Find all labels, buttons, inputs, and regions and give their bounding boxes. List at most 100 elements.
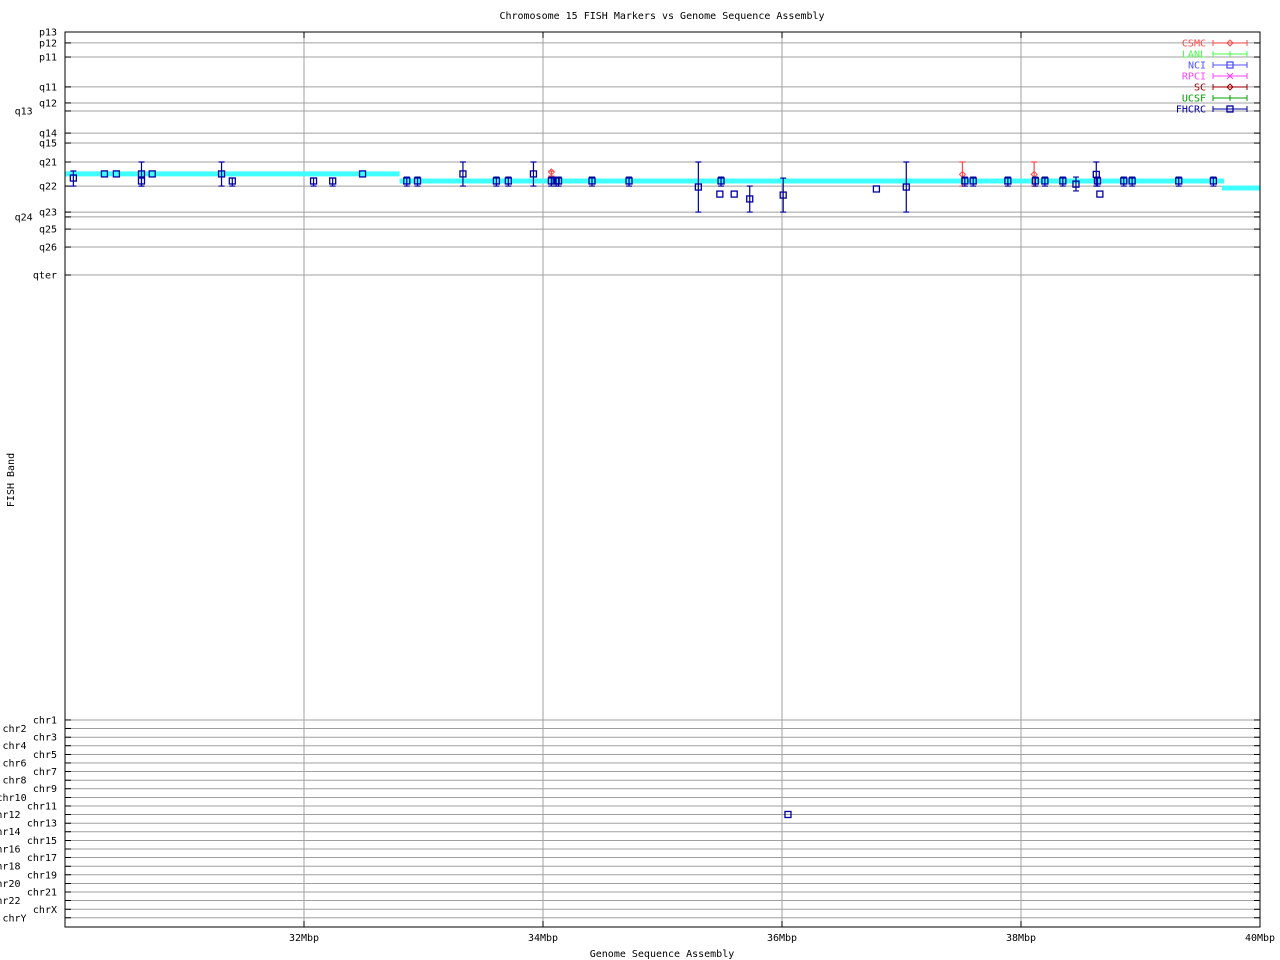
point-fhcrc xyxy=(148,170,156,178)
point-fhcrc xyxy=(413,177,422,185)
point-fhcrc xyxy=(717,177,725,185)
error-bar xyxy=(70,170,77,187)
point-fhcrc xyxy=(217,170,226,178)
point-fhcrc xyxy=(228,177,236,185)
legend-label: NCI xyxy=(1188,61,1206,72)
error-bar xyxy=(695,161,702,213)
y-tick-label: chr9 xyxy=(33,784,57,795)
error-bar xyxy=(903,161,910,213)
x-tick-label: 34Mbp xyxy=(528,933,558,944)
point-fhcrc xyxy=(1059,177,1067,185)
point-fhcrc xyxy=(1209,177,1218,185)
legend-marker xyxy=(1226,83,1234,91)
y-tick-label: chr11 xyxy=(27,801,57,812)
point-fhcrc xyxy=(329,177,337,185)
y-tick-label: q15 xyxy=(39,139,57,150)
point-fhcrc xyxy=(784,810,792,819)
point-fhcrc xyxy=(137,177,146,185)
y-tick-label: q14 xyxy=(39,129,57,140)
point-fhcrc xyxy=(554,177,563,185)
point-fhcrc xyxy=(492,177,501,185)
y-tick-label: q21 xyxy=(39,158,57,169)
y-tick-label: chr1 xyxy=(33,715,57,726)
point-fhcrc xyxy=(547,177,556,185)
plot-border xyxy=(64,31,1261,928)
y-tick-label: chr22 xyxy=(0,896,21,907)
legend-label: FHCRC xyxy=(1176,105,1206,116)
chart-title: Chromosome 15 FISH Markers vs Genome Seq… xyxy=(499,11,824,22)
y-tick-label: chr8 xyxy=(3,776,27,787)
point-fhcrc xyxy=(1175,177,1183,185)
point-fhcrc xyxy=(716,190,724,198)
error-bar xyxy=(218,161,225,187)
y-tick-label: chr19 xyxy=(27,870,57,881)
point-fhcrc xyxy=(459,170,467,178)
point-fhcrc xyxy=(779,191,787,199)
legend-label: LANL xyxy=(1182,50,1206,61)
point-fhcrc xyxy=(1004,177,1012,185)
error-bar xyxy=(746,185,753,213)
point-fhcrc xyxy=(69,174,78,182)
y-tick-label: p12 xyxy=(39,38,57,49)
point-fhcrc xyxy=(1041,177,1049,185)
y-tick-label: chrX xyxy=(33,905,57,916)
y-tick-label: q11 xyxy=(39,82,57,93)
y-tick-label: chr7 xyxy=(33,767,57,778)
legend-label: RPCI xyxy=(1182,72,1206,83)
point-fhcrc xyxy=(529,170,538,178)
y-tick-label: chr16 xyxy=(0,844,21,855)
y-tick-label: chr3 xyxy=(33,733,57,744)
y-tick-label: chr13 xyxy=(27,819,57,830)
legend-label: CSMC xyxy=(1182,39,1206,50)
y-axis-label: FISH Band xyxy=(6,453,17,507)
y-tick-label: q12 xyxy=(39,98,57,109)
point-fhcrc xyxy=(403,177,411,185)
x-axis-label: Genome Sequence Assembly xyxy=(590,949,735,960)
legend-line xyxy=(1212,84,1248,90)
y-tick-label: chr2 xyxy=(3,724,27,735)
y-tick-label: chrY xyxy=(3,913,27,924)
legend-label: UCSF xyxy=(1182,94,1206,105)
y-tick-label: q24 xyxy=(15,212,33,223)
assembly-band xyxy=(65,171,1260,191)
point-fhcrc xyxy=(1096,190,1104,198)
data-points xyxy=(69,161,1218,819)
point-fhcrc xyxy=(1093,177,1102,185)
y-tick-label: chr18 xyxy=(0,862,21,873)
y-tick-label: qter xyxy=(33,271,57,282)
legend-line xyxy=(1212,106,1248,112)
point-fhcrc xyxy=(746,195,754,203)
y-tick-label: chr15 xyxy=(27,836,57,847)
point-fhcrc xyxy=(969,177,977,185)
error-bar xyxy=(329,177,336,187)
error-bar xyxy=(138,177,145,187)
legend-line xyxy=(1212,40,1248,46)
point-csmc xyxy=(547,168,556,176)
point-fhcrc xyxy=(100,170,109,178)
y-tick-label: q25 xyxy=(39,225,57,236)
y-tick-label: chr21 xyxy=(27,888,57,899)
point-fhcrc xyxy=(1031,177,1039,185)
point-fhcrc xyxy=(730,190,738,198)
legend-marker xyxy=(1226,39,1234,47)
legend-line xyxy=(1212,62,1248,68)
point-fhcrc xyxy=(309,177,318,185)
error-bar xyxy=(530,161,537,187)
point-fhcrc xyxy=(1120,177,1128,185)
x-tick-label: 40Mbp xyxy=(1245,933,1275,944)
point-fhcrc xyxy=(588,177,596,185)
error-bar xyxy=(310,177,317,187)
point-fhcrc xyxy=(112,170,121,178)
y-tick-label: chr14 xyxy=(0,827,21,838)
legend-marker xyxy=(1226,61,1234,69)
y-tick-label: chr12 xyxy=(0,810,21,821)
x-tick-label: 38Mbp xyxy=(1006,933,1036,944)
legend-label: SC xyxy=(1194,83,1206,94)
error-bar xyxy=(229,177,236,187)
x-tick-label: 36Mbp xyxy=(767,933,797,944)
legend-marker xyxy=(1226,72,1234,80)
point-csmc xyxy=(1030,170,1038,179)
